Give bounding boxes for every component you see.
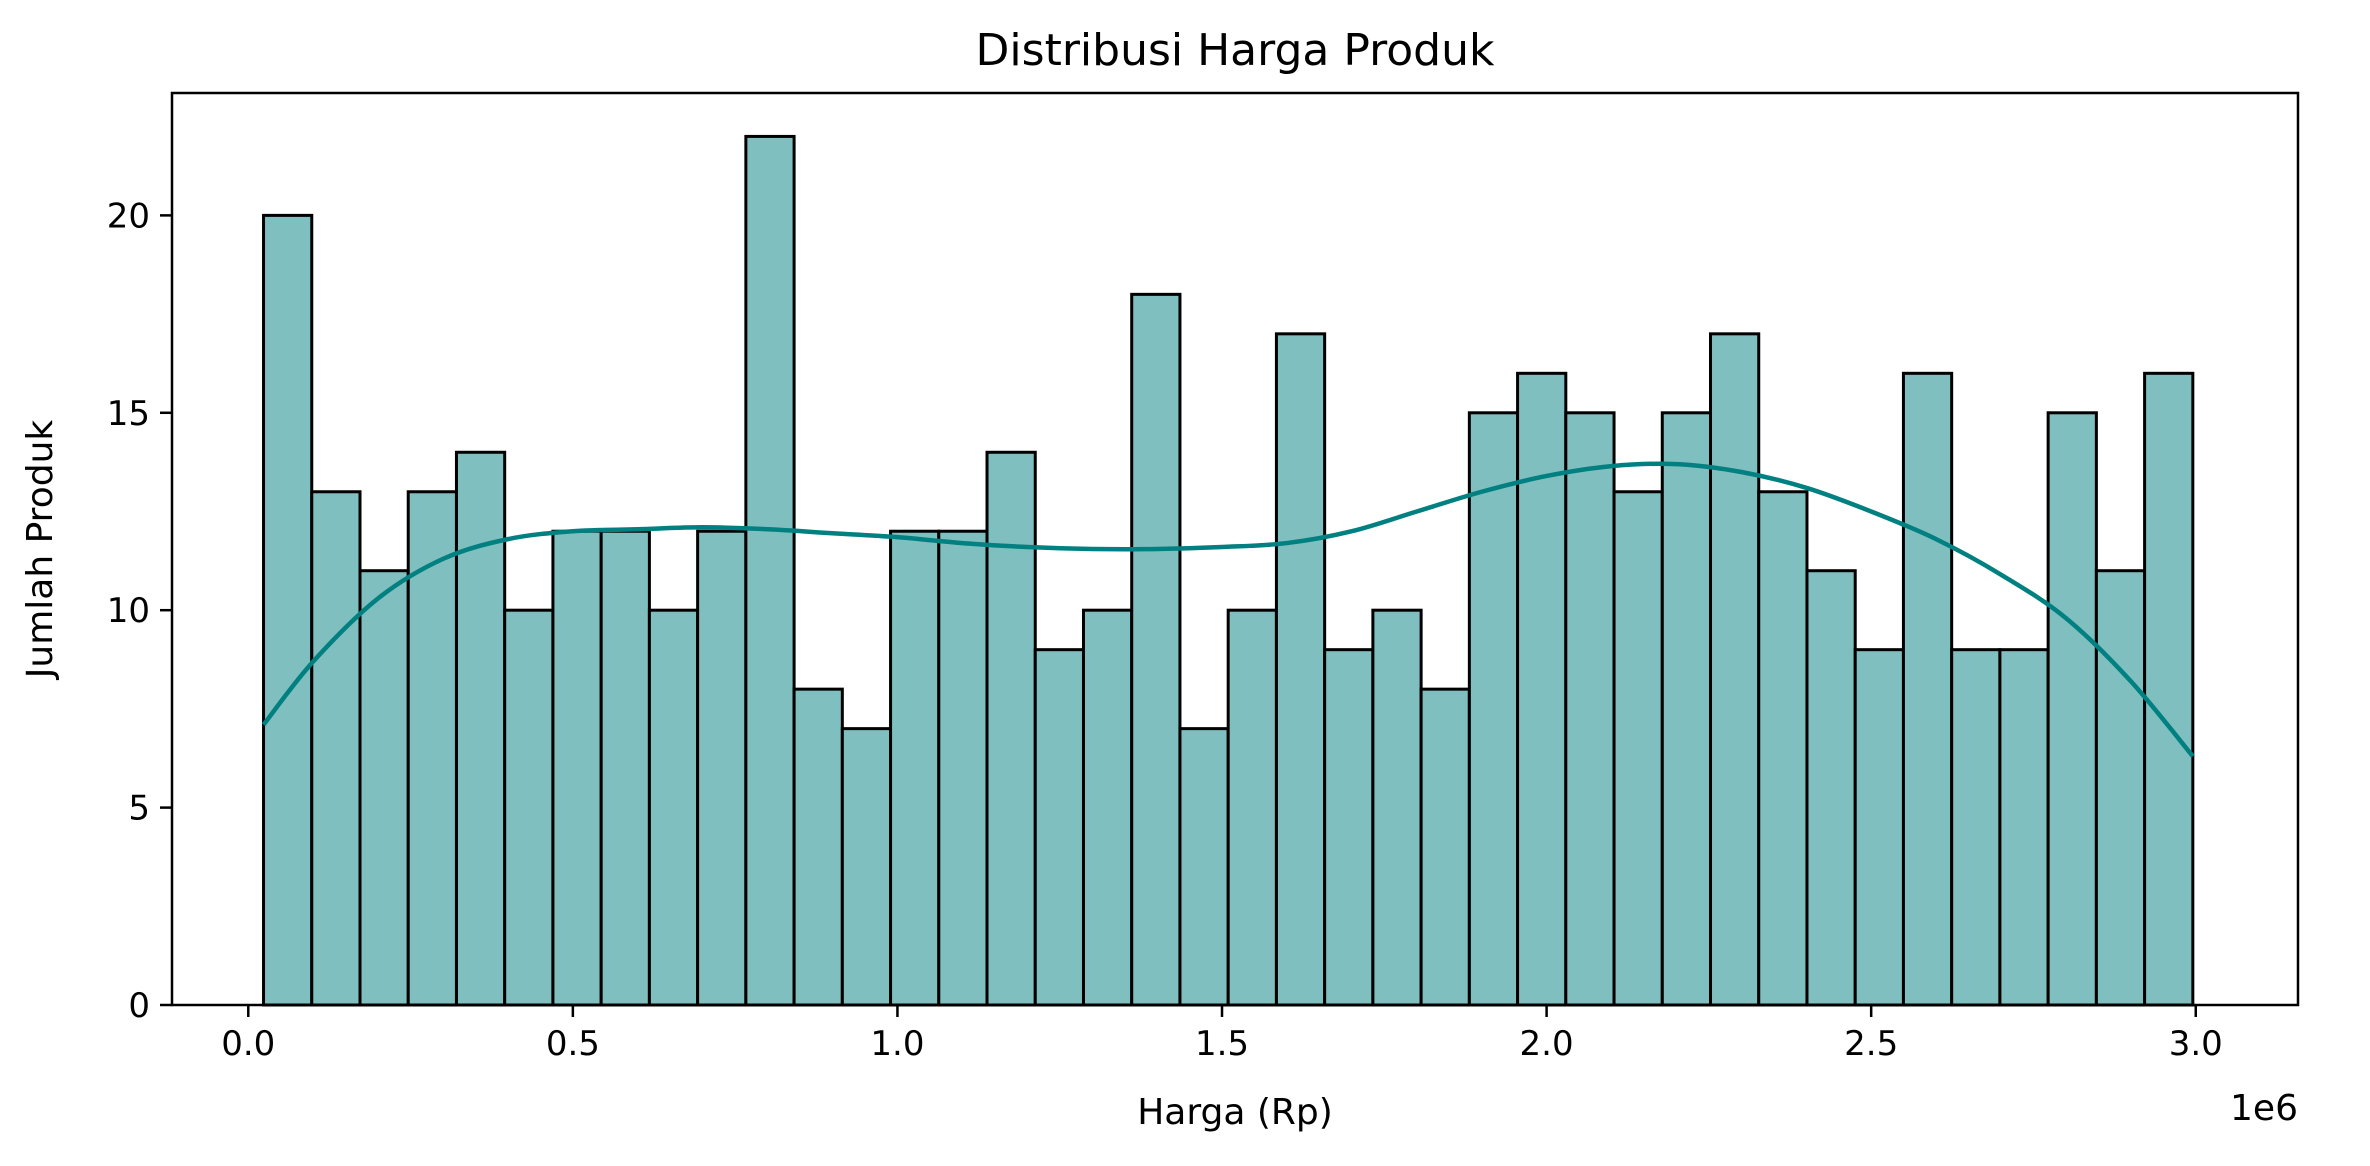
histogram-bar <box>840 727 893 1007</box>
bars-layer <box>262 134 2195 1007</box>
histogram-bar <box>1467 411 1520 1007</box>
histogram-bar <box>1178 727 1230 1007</box>
histogram-bar <box>1853 648 1905 1007</box>
histogram-bar <box>599 529 651 1007</box>
x-tick-label: 1.5 <box>1195 1024 1249 1064</box>
histogram-bar <box>551 529 603 1007</box>
histogram-bar <box>2143 371 2195 1007</box>
kde-layer <box>261 461 2195 758</box>
histogram-bar <box>1709 332 1761 1007</box>
histogram-bar <box>1757 490 1809 1007</box>
histogram-bar <box>1130 292 1182 1007</box>
histogram-bar <box>647 608 700 1007</box>
x-tick-label: 2.5 <box>1844 1024 1898 1064</box>
histogram-bar <box>2046 411 2098 1007</box>
histogram-bar <box>2094 569 2147 1007</box>
histogram-bar <box>1998 648 2050 1007</box>
histogram-bar <box>358 569 410 1007</box>
x-tick-label: 1.0 <box>870 1024 924 1064</box>
x-axis-ticks: 0.0 0.5 1.0 1.5 2.0 2.5 3.0 <box>221 1005 2223 1064</box>
histogram-bar <box>1805 569 1857 1007</box>
x-tick-label: 3.0 <box>2169 1024 2223 1064</box>
y-tick-label: 20 <box>107 196 150 236</box>
histogram-bar <box>1371 608 1423 1007</box>
histogram-bar <box>310 490 362 1007</box>
histogram-bar <box>696 529 748 1007</box>
histogram-bar <box>454 450 507 1007</box>
histogram-bar <box>792 687 844 1007</box>
chart-title: Distribusi Harga Produk <box>976 25 1495 76</box>
histogram-bar <box>503 608 555 1007</box>
histogram-bar <box>1226 608 1278 1007</box>
histogram-bar <box>1901 371 1954 1007</box>
plot-frame <box>170 91 2300 1007</box>
x-tick-label: 0.0 <box>221 1024 275 1064</box>
x-axis-offset-label: 1e6 <box>2230 1088 2298 1129</box>
histogram-bar <box>1419 687 1471 1007</box>
histogram-bar <box>744 134 796 1007</box>
x-tick-label: 0.5 <box>546 1024 600 1064</box>
x-tick-label: 2.0 <box>1520 1024 1574 1064</box>
histogram-bar <box>1033 648 1085 1007</box>
histogram-bar <box>889 529 941 1007</box>
histogram-bar <box>262 213 314 1007</box>
histogram-bar <box>1660 411 1713 1007</box>
histogram-bar <box>1081 608 1134 1007</box>
histogram-bar <box>1950 648 2002 1007</box>
histogram-bar <box>1274 332 1327 1007</box>
y-axis-label: Jumlah Produk <box>20 420 61 681</box>
y-tick-label: 15 <box>107 394 150 434</box>
histogram-bar <box>1612 490 1664 1007</box>
histogram-bar <box>1564 411 1616 1007</box>
histogram-bar <box>937 529 989 1007</box>
histogram-bar <box>1516 371 1568 1007</box>
kde-line <box>261 461 2195 758</box>
y-axis-ticks: 0 5 10 15 20 <box>107 196 172 1026</box>
y-tick-label: 0 <box>128 986 150 1026</box>
x-axis-label: Harga (Rp) <box>1137 1092 1333 1133</box>
y-tick-label: 5 <box>128 789 150 829</box>
histogram-bar <box>406 490 458 1007</box>
histogram-bar <box>985 450 1037 1007</box>
histogram-bar <box>1323 648 1375 1007</box>
y-tick-label: 10 <box>107 591 150 631</box>
